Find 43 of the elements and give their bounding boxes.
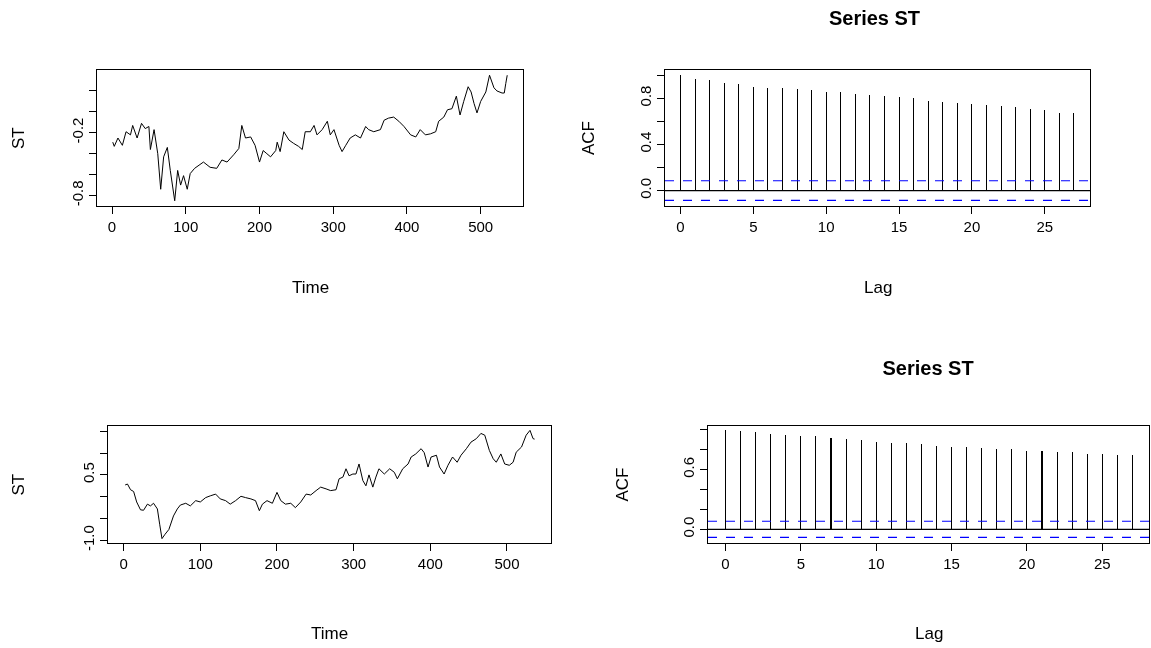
y-tick-label: -0.8 — [69, 180, 86, 207]
x-tick-label: 0 — [676, 218, 685, 235]
x-axis-title: Time — [292, 278, 330, 297]
chart-title: Series ST — [828, 7, 921, 30]
x-tick-label: 15 — [890, 218, 908, 235]
y-tick-label: 0.0 — [637, 177, 654, 199]
x-tick-label: 200 — [264, 555, 290, 572]
x-axis-title: Time — [311, 624, 349, 643]
x-tick-label: 400 — [417, 555, 443, 572]
x-tick-label: 5 — [749, 218, 758, 235]
y-tick-label: 0.5 — [80, 462, 97, 484]
y-tick-label: 0.0 — [680, 516, 697, 538]
x-tick-label: 100 — [187, 555, 213, 572]
y-axis-title: ACF — [612, 467, 632, 502]
x-tick-label: 10 — [817, 218, 835, 235]
y-tick-label: 0.4 — [637, 131, 654, 153]
x-tick-label: 25 — [1036, 218, 1054, 235]
chart-title: Series ST — [882, 357, 974, 380]
x-tick-label: 400 — [394, 218, 420, 235]
y-tick-label: 0.6 — [680, 456, 697, 478]
y-axis-title: ST — [9, 127, 28, 149]
x-tick-label: 300 — [341, 555, 367, 572]
x-tick-label: 0 — [119, 555, 128, 572]
x-tick-label: 25 — [1093, 555, 1111, 572]
x-tick-label: 10 — [867, 555, 885, 572]
x-tick-label: 20 — [1018, 555, 1036, 572]
x-tick-label: 0 — [721, 555, 730, 572]
x-tick-label: 300 — [320, 218, 346, 235]
x-tick-label: 200 — [246, 218, 273, 235]
x-tick-label: 500 — [494, 555, 520, 572]
y-tick-label: 0.8 — [637, 85, 654, 107]
x-tick-label: 5 — [796, 555, 806, 572]
x-axis-title: Lag — [864, 278, 893, 297]
x-tick-label: 15 — [943, 555, 960, 572]
x-tick-label: 100 — [173, 218, 199, 235]
y-axis-title: ST — [8, 473, 28, 496]
x-tick-label: 500 — [468, 218, 494, 235]
x-axis-title: Lag — [915, 624, 944, 643]
x-tick-label: 0 — [107, 218, 117, 235]
y-axis-title: ACF — [579, 121, 598, 155]
x-tick-label: 20 — [963, 218, 981, 235]
y-tick-label: -1.0 — [80, 525, 97, 552]
y-tick-label: -0.2 — [69, 117, 86, 144]
